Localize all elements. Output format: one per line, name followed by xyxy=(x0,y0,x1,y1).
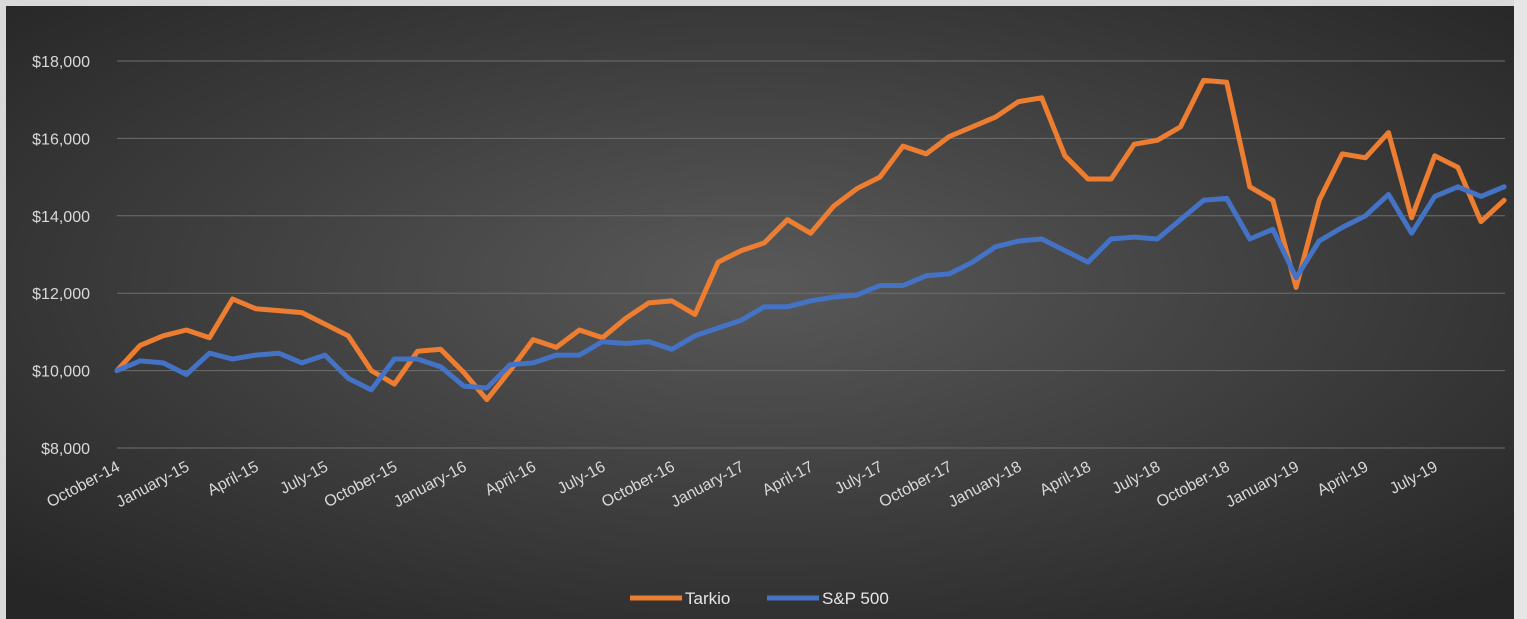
y-tick-label: $16,000 xyxy=(32,131,90,148)
right-gutter xyxy=(1514,0,1527,619)
y-tick-label: $14,000 xyxy=(32,209,90,226)
y-tick-label: $18,000 xyxy=(32,54,90,71)
y-tick-label: $8,000 xyxy=(41,441,90,458)
gridlines xyxy=(117,60,1505,449)
legend: Tarkio S&P 500 xyxy=(630,589,889,608)
series-lines xyxy=(114,77,1507,403)
series-line-s-p-500 xyxy=(114,184,1507,393)
y-axis-ticks: $8,000 $10,000 $12,000 $14,000 $16,000 $18,00… xyxy=(32,54,90,458)
legend-label-tarkio: Tarkio xyxy=(685,589,730,608)
y-tick-label: $10,000 xyxy=(32,364,90,381)
series-line-tarkio xyxy=(114,77,1507,403)
chart-area-background xyxy=(6,6,1514,619)
legend-label-s-p-500: S&P 500 xyxy=(822,589,889,608)
y-tick-label: $12,000 xyxy=(32,286,90,303)
